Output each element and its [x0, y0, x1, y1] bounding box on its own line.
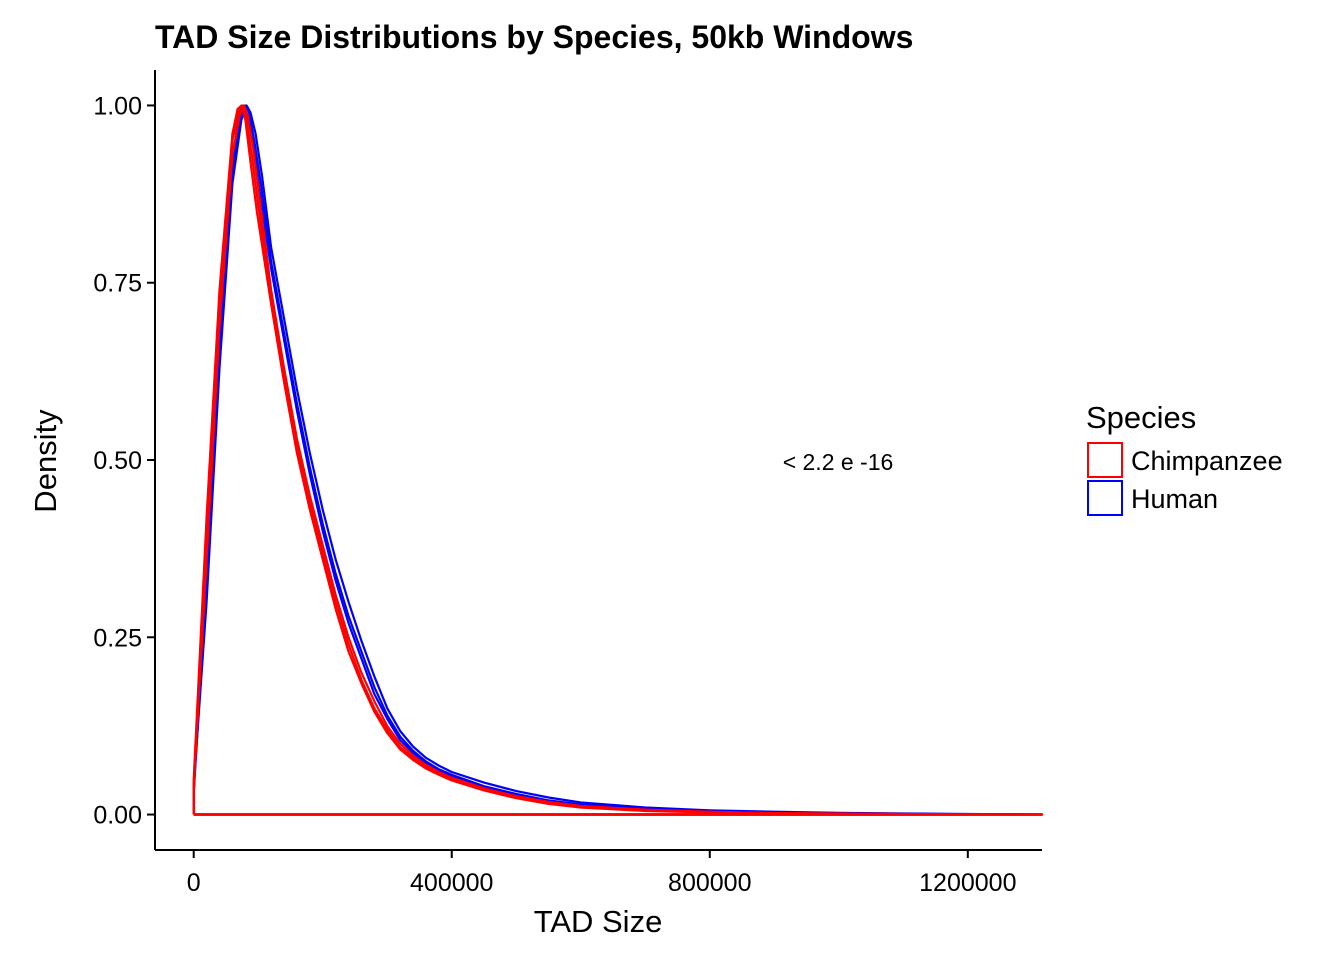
- y-tick-label: 0.50: [93, 447, 142, 475]
- x-tick-label: 400000: [410, 869, 493, 897]
- density-line-chimpanzee: [192, 104, 1044, 816]
- density-line-chimpanzee: [192, 104, 1044, 816]
- density-line-human: [192, 104, 1044, 816]
- legend-label-chimpanzee: Chimpanzee: [1131, 446, 1283, 476]
- p-value-annotation: < 2.2 e -16: [783, 449, 894, 475]
- chart-title: TAD Size Distributions by Species, 50kb …: [155, 19, 913, 55]
- density-line-chimpanzee: [192, 104, 1044, 816]
- x-tick-label: 800000: [668, 869, 751, 897]
- legend-title: Species: [1086, 400, 1196, 435]
- y-tick-label: 0.00: [93, 802, 142, 830]
- legend-key-human: [1087, 480, 1123, 516]
- density-lines: [192, 104, 1044, 816]
- density-line-human: [192, 104, 1044, 816]
- x-tick-label: 1200000: [919, 869, 1016, 897]
- y-tick-label: 1.00: [93, 92, 142, 120]
- x-axis-title: TAD Size: [534, 904, 663, 939]
- y-tick-label: 0.75: [93, 270, 142, 298]
- legend-label-human: Human: [1131, 484, 1218, 514]
- y-axis-ticks: 0.00 0.25 0.50 0.75 1.00: [93, 92, 155, 830]
- x-axis-ticks: 0 400000 800000 1200000: [187, 850, 1016, 897]
- density-line-human: [192, 104, 1044, 816]
- legend-key-chimpanzee: [1087, 442, 1123, 478]
- legend: Species Chimpanzee Human: [1086, 400, 1283, 516]
- y-tick-label: 0.25: [93, 624, 142, 652]
- x-tick-label: 0: [187, 869, 201, 897]
- y-axis-title: Density: [28, 409, 63, 513]
